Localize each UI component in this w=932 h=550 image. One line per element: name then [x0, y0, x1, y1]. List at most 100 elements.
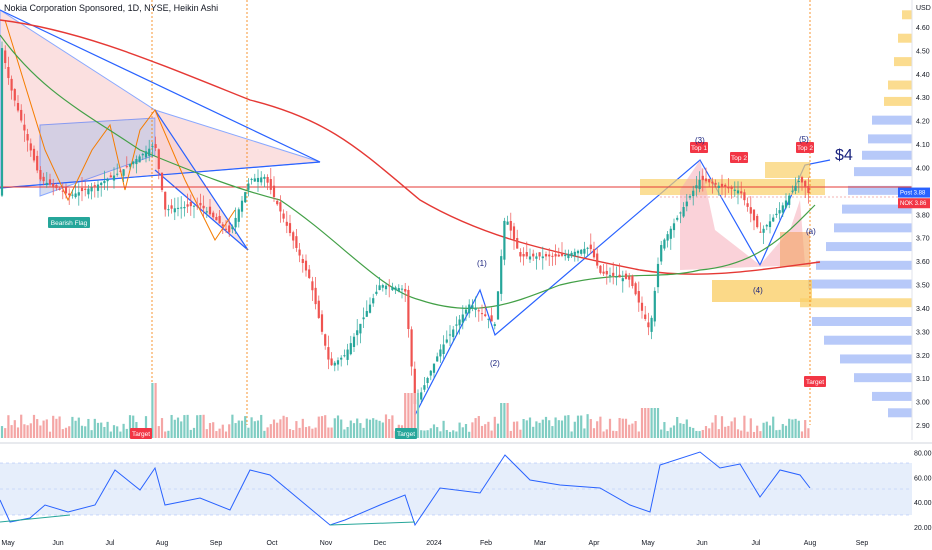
- candle-body: [570, 252, 573, 257]
- candle-body: [618, 274, 621, 278]
- time-axis-label: Feb: [480, 540, 492, 547]
- volume-bar: [61, 429, 64, 438]
- volume-bar: [596, 421, 599, 438]
- candle-body: [752, 209, 756, 221]
- candle-body: [397, 288, 400, 292]
- candle-body: [237, 209, 240, 222]
- top2-tag-bg: [730, 152, 748, 163]
- candle-body: [714, 182, 717, 185]
- candle-body: [464, 309, 468, 314]
- volume-bar: [429, 428, 432, 438]
- candle-body: [804, 180, 807, 188]
- volume-bar: [560, 420, 564, 438]
- time-axis: May Jun Jul Aug Sep Oct Nov Dec 2024 Feb Mar Apr May…: [1, 540, 868, 547]
- volume-bar: [100, 422, 103, 438]
- candle-body: [84, 188, 87, 190]
- candle-body: [301, 259, 304, 263]
- candle-body: [647, 322, 650, 328]
- candle-body: [765, 225, 768, 227]
- volume-bar: [279, 419, 282, 438]
- volume-bar: [740, 430, 743, 438]
- volume-bar: [52, 415, 55, 438]
- candle-body: [637, 291, 640, 303]
- candle-body: [439, 349, 442, 357]
- price-axis: USD4.604.504.404.304.204.104.003.903.803…: [911, 0, 931, 440]
- elliott-wave-label: (4): [753, 286, 763, 295]
- volume-profile-bar: [800, 298, 912, 308]
- candle-body: [519, 252, 522, 257]
- volume-bar: [250, 417, 253, 438]
- elliott-wave-label: (1): [477, 259, 487, 268]
- price-axis-tick: 4.00: [916, 165, 930, 172]
- candle-body: [503, 220, 506, 260]
- candle-body: [61, 190, 64, 192]
- candle-body: [247, 183, 250, 190]
- elliott-wave-label: (5): [799, 135, 809, 144]
- candle-body: [125, 166, 128, 168]
- volume-bar: [432, 424, 436, 438]
- price-axis-tick: 4.50: [916, 48, 930, 55]
- candle-body: [263, 176, 266, 179]
- candle-body: [234, 217, 237, 228]
- volume-bar: [340, 419, 343, 438]
- candle-body: [669, 228, 672, 239]
- candle-body: [413, 368, 416, 404]
- candle-body: [704, 178, 708, 182]
- moving-average-mid: [0, 34, 816, 310]
- volume-bar: [618, 417, 621, 438]
- candle-body: [276, 200, 279, 205]
- volume-bar: [128, 415, 132, 438]
- volume-profile-bar: [884, 96, 912, 106]
- candle-body: [36, 155, 39, 171]
- candle-body: [672, 223, 676, 231]
- candle-body: [708, 178, 711, 183]
- volume-bar: [160, 418, 164, 438]
- candle-body: [272, 185, 276, 198]
- candle-body: [781, 205, 784, 213]
- candle-body: [442, 344, 445, 354]
- bearish-flag-tag: Bearish Flag: [48, 217, 90, 228]
- candle-body: [135, 158, 138, 165]
- candle-body: [445, 339, 448, 343]
- chart-title: Nokia Corporation Sponsored, 1D, NYSE, H…: [4, 3, 219, 13]
- volume-bar: [490, 430, 493, 438]
- volume-bar: [55, 418, 58, 438]
- volume-bar: [330, 427, 333, 438]
- volume-profile-bar: [872, 115, 912, 125]
- candle-body: [80, 187, 84, 192]
- time-axis-label: Aug: [156, 540, 169, 547]
- target-tag: Target: [395, 428, 417, 439]
- candle-body: [525, 252, 528, 257]
- candle-body: [240, 200, 244, 212]
- candle-body: [448, 334, 452, 336]
- volume-bar: [669, 427, 672, 438]
- candle-body: [340, 357, 343, 360]
- candle-body: [343, 355, 346, 357]
- volume-bar: [564, 415, 567, 438]
- candle-body: [381, 285, 384, 288]
- volume-bar: [474, 418, 477, 438]
- volume-bar: [202, 414, 205, 438]
- price-axis-tick: 3.80: [916, 212, 930, 219]
- candle-body: [288, 223, 292, 234]
- volume-bar: [701, 429, 704, 438]
- volume-profile-bar: [848, 185, 912, 195]
- candle-body: [682, 207, 685, 217]
- volume-bar: [192, 427, 196, 438]
- volume-bar: [775, 430, 778, 438]
- candle-body: [256, 177, 260, 182]
- candle-body: [628, 276, 631, 280]
- volume-bar: [365, 418, 368, 438]
- volume-bar: [688, 426, 692, 438]
- candle-body: [231, 226, 234, 230]
- candle-body: [282, 213, 285, 219]
- candle-body: [167, 209, 170, 211]
- price-tag-label: NOK 3.86: [900, 201, 927, 207]
- volume-bar: [426, 430, 429, 438]
- candle-body: [615, 276, 618, 278]
- volume-bar: [375, 419, 378, 438]
- volume-bar: [576, 415, 580, 438]
- volume-bar: [132, 415, 135, 438]
- target-tag-bg: [395, 428, 417, 439]
